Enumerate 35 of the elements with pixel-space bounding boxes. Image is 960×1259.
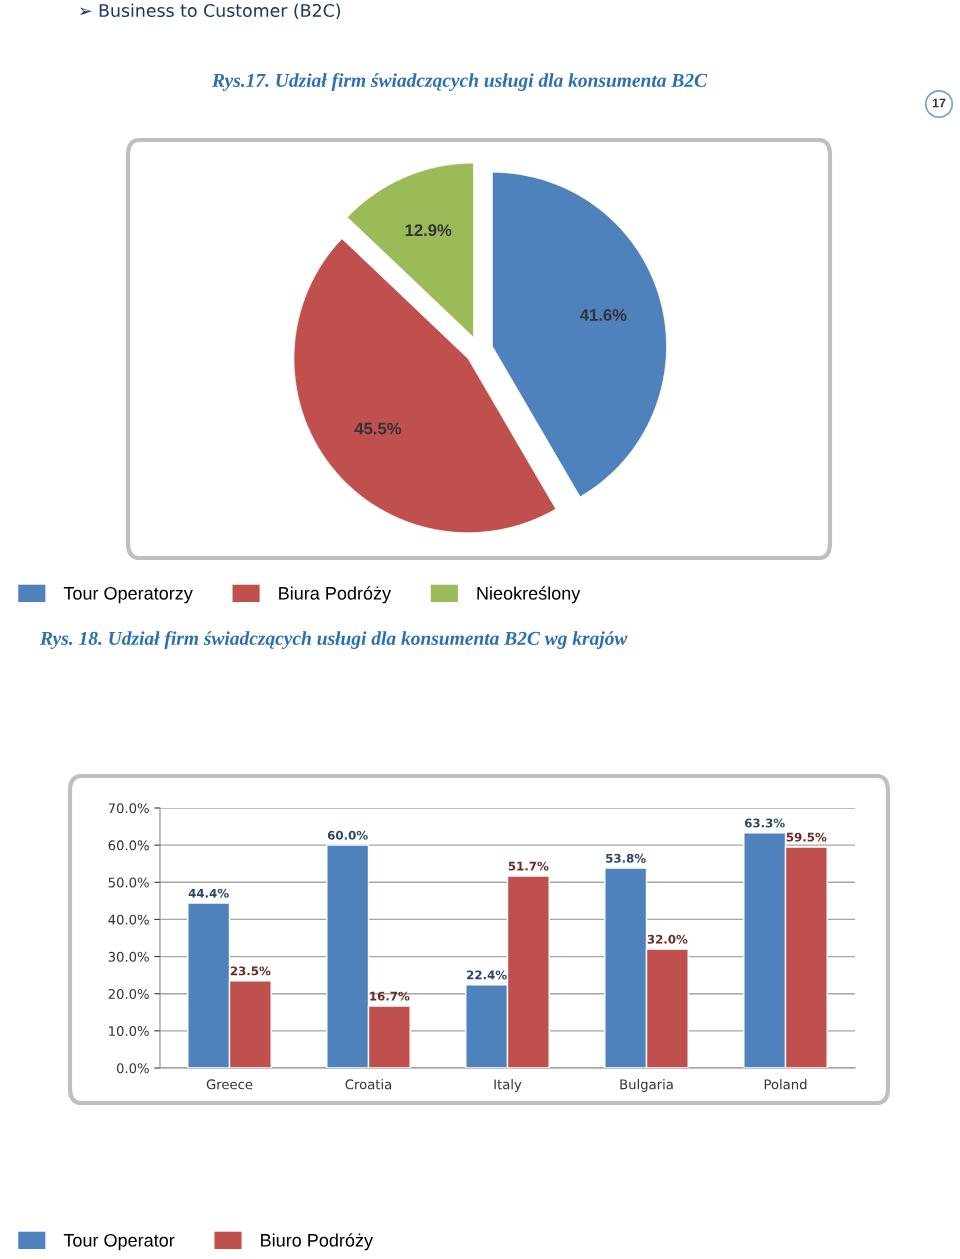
x-tick-label: Greece (206, 1079, 253, 1090)
text: 17 (932, 98, 946, 108)
data-label: 63.3% (744, 818, 785, 828)
legend-label: Tour Operatorzy (63, 586, 193, 604)
legend-label: Nieokreślony (477, 586, 581, 604)
data-label: 53.8% (606, 853, 646, 863)
x-tick-label: Bulgaria (620, 1079, 673, 1092)
legend-label: Biura Podróży (279, 586, 392, 604)
chart-title: Rys.17. Udział firm świadczących usługi dla konsumenta B2C (211, 73, 708, 91)
data-label: 22.4% (467, 970, 507, 980)
text: ➢ Business to Customer (B2C) (79, 3, 341, 20)
data-label: 45.5% (354, 422, 402, 435)
x-tick-label: Croatia (345, 1079, 392, 1090)
y-tick-label: 10.0% (109, 1026, 149, 1037)
chart-title: Rys. 18. Udział firm świadczących usługi dla konsumenta B2C wg krajów (39, 631, 628, 649)
legend-label: Biuro Podróży (261, 1233, 373, 1251)
y-tick-label: 30.0% (108, 951, 149, 962)
data-label: 60.0% (327, 830, 368, 840)
y-tick-label: 40.0% (108, 914, 149, 925)
y-tick-label: 70.0% (108, 803, 149, 814)
data-label: 41.6% (580, 309, 627, 321)
y-tick-label: 0.0% (116, 1063, 149, 1074)
data-label: 32.0% (647, 934, 688, 944)
data-label: 12.9% (405, 224, 452, 237)
x-tick-label: Poland (764, 1079, 807, 1090)
x-tick-label: Italy (494, 1079, 522, 1092)
y-tick-label: 50.0% (108, 877, 149, 888)
data-label: 44.4% (188, 888, 229, 898)
y-tick-label: 60.0% (108, 840, 149, 851)
data-label: 23.5% (230, 966, 271, 976)
y-tick-label: 20.0% (108, 988, 149, 999)
data-label: 51.7% (508, 861, 549, 871)
data-label: 16.7% (370, 991, 410, 1001)
data-label: 59.5% (786, 832, 827, 842)
legend-label: Tour Operator (63, 1233, 175, 1251)
